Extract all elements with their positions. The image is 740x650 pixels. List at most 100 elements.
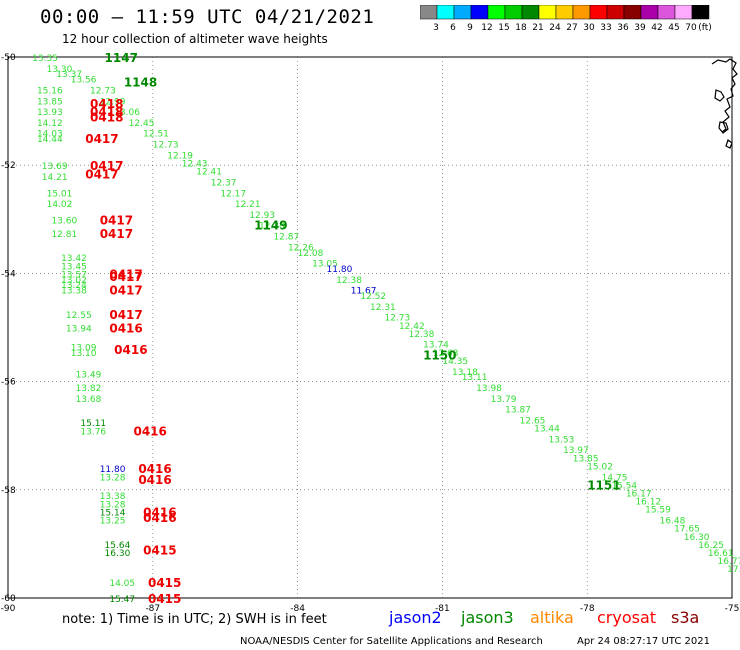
swh-value-label: 12.38 (259, 222, 285, 232)
swh-value-label: 13.97 (563, 446, 589, 456)
y-tick-label: -56 (1, 378, 16, 388)
swh-value-label: 13.02 (61, 276, 87, 286)
x-tick-label: -84 (290, 604, 305, 614)
swh-value-label: 15.54 (611, 481, 637, 491)
pass-time-label: 0416 (138, 462, 171, 476)
swh-value-label: 12.17 (220, 189, 246, 199)
legend-tick-label: 6 (450, 23, 456, 33)
swh-value-label: 12.73 (153, 141, 179, 151)
generated-timestamp: Apr 24 08:27:17 UTC 2021 (577, 636, 710, 647)
x-tick-label: -78 (580, 604, 595, 614)
legend-swatch (691, 5, 710, 20)
swh-value-label: 12.37 (211, 178, 237, 188)
pass-time-label: 0418 (90, 105, 123, 119)
pass-time-label: 0416 (138, 473, 171, 487)
pass-time-label: 1150 (423, 349, 456, 363)
legend-tick-label: 39 (634, 23, 646, 33)
x-tick-label: -90 (1, 604, 16, 614)
pass-time-label: 0418 (90, 97, 123, 111)
swh-value-label: 13.18 (452, 368, 478, 378)
swh-value-label: 13.24 (61, 281, 87, 291)
pass-time-label: 0416 (114, 343, 147, 357)
swh-value-label: 12.42 (399, 322, 425, 332)
credit-line: NOAA/NESDIS Center for Satellite Applica… (240, 636, 543, 647)
x-tick-label: -87 (145, 604, 160, 614)
swh-value-label: 13.79 (491, 395, 517, 405)
swh-value-label: 13.38 (100, 492, 126, 502)
legend-tick-label: 12 (481, 23, 492, 33)
swh-value-label: 12.87 (273, 233, 299, 243)
swh-value-label: 14.75 (602, 473, 628, 483)
swh-value-label: 13.87 (505, 406, 531, 416)
coastline (711, 58, 738, 149)
legend-tick-label: 9 (467, 23, 473, 33)
pass-time-label: 0417 (85, 132, 118, 146)
legend-tick-label: 30 (583, 23, 595, 33)
swh-value-label: 15.02 (587, 462, 613, 472)
legend-tick-label: 18 (515, 23, 527, 33)
swh-value-label: 13.94 (66, 325, 92, 335)
mission-altika: altika (530, 608, 574, 627)
swh-value-label: 15.59 (645, 506, 671, 516)
mission-cryosat: cryosat (597, 608, 657, 627)
swh-value-label: 13.42 (61, 254, 87, 264)
swh-value-label: 14.21 (42, 173, 68, 183)
swh-value-label: 12.51 (143, 130, 169, 140)
swh-value-label: 13.53 (549, 435, 575, 445)
y-tick-label: -54 (1, 269, 16, 279)
y-tick-label: -50 (1, 53, 16, 63)
swh-value-label: 13.68 (76, 395, 102, 405)
swh-value-label: 13.98 (476, 384, 502, 394)
swh-value-label: 13.45 (61, 262, 87, 272)
x-tick-label: -75 (725, 604, 740, 614)
swh-value-label: 13.30 (47, 65, 73, 75)
pass-time-label: 0416 (143, 505, 176, 519)
swh-value-label: 13.28 (100, 473, 126, 483)
pass-time-label: 1147 (105, 51, 138, 65)
swh-value-label: 16.12 (635, 498, 661, 508)
swh-value-label: 15.16 (37, 86, 63, 96)
chart-subtitle: 12 hour collection of altimeter wave hei… (62, 32, 328, 46)
swh-value-label: 12.43 (182, 159, 208, 169)
swh-value-label: 15.11 (80, 419, 106, 429)
swh-value-label: 13.11 (462, 373, 488, 383)
pass-time-label: 0418 (90, 111, 123, 125)
swh-value-label: 11.80 (100, 465, 126, 475)
swh-value-label: 13.76 (80, 427, 106, 437)
y-tick-label: -58 (1, 486, 16, 496)
swh-value-label: 15.01 (47, 189, 73, 199)
pass-time-label: 0415 (143, 543, 176, 557)
swh-value-label: 12.52 (360, 292, 386, 302)
y-tick-label: -52 (1, 161, 16, 171)
pass-time-label: 1151 (587, 478, 620, 492)
swh-value-label: 12.65 (520, 416, 546, 426)
swh-value-label: 14.44 (37, 135, 63, 145)
swh-value-label: 15.14 (100, 508, 126, 518)
pass-time-label: 0417 (85, 167, 118, 181)
legend-tick-label: 70 (685, 23, 697, 33)
swh-value-label: 12.45 (129, 119, 155, 129)
swh-value-label: 13.74 (423, 341, 449, 351)
pass-time-label: 0417 (90, 159, 123, 173)
footnote: note: 1) Time is in UTC; 2) SWH is in fe… (62, 612, 327, 627)
swh-value-label: 16.77 (718, 557, 740, 567)
swh-value-label: 11.80 (327, 265, 353, 275)
swh-value-label: 16.17 (626, 490, 652, 500)
swh-value-label: 13.25 (100, 517, 126, 527)
swh-value-label: 13.35 (32, 54, 58, 64)
swh-value-label: 15.64 (105, 541, 131, 551)
pass-time-label: 0417 (100, 213, 133, 227)
swh-value-label: 12.99 (100, 97, 126, 107)
pass-time-label: 0417 (109, 284, 142, 298)
pass-time-label: 1149 (254, 219, 287, 233)
legend-tick-label: 3 (433, 23, 439, 33)
legend-unit: (ft) (698, 23, 712, 33)
x-tick-label: -81 (435, 604, 450, 614)
swh-value-label: 12.08 (298, 249, 324, 259)
swh-value-label: 13.28 (100, 500, 126, 510)
y-tick-label: -60 (1, 594, 16, 604)
swh-value-label: 15.47 (109, 595, 135, 605)
pass-time-label: 0417 (100, 227, 133, 241)
mission-jason2: jason2 (389, 608, 442, 627)
